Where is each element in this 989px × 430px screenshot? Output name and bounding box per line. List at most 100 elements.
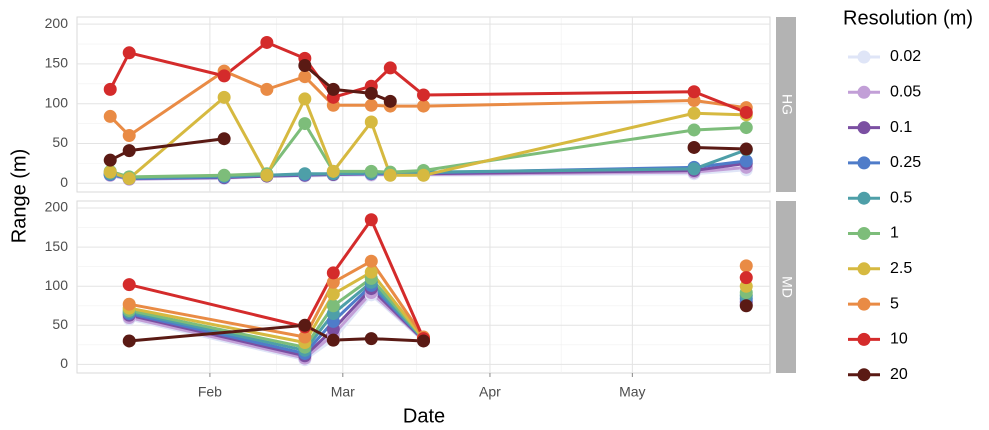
data-point	[217, 168, 231, 182]
legend-key-point	[857, 156, 871, 170]
legend-label: 0.02	[890, 48, 921, 65]
legend-key-point	[857, 262, 871, 276]
legend-key-point	[857, 297, 871, 311]
data-point	[383, 94, 397, 108]
data-point	[217, 132, 231, 146]
y-axis-label: Range (m)	[8, 149, 30, 243]
data-point	[122, 297, 136, 311]
data-point	[383, 61, 397, 75]
facet-strip	[776, 17, 796, 192]
y-tick-label: 150	[45, 55, 69, 71]
data-point	[298, 70, 312, 84]
data-point	[739, 121, 753, 135]
data-point	[417, 99, 430, 113]
legend-key-point	[857, 121, 871, 135]
data-point	[739, 105, 753, 119]
x-tick-label: May	[619, 384, 645, 400]
y-tick-label: 100	[45, 277, 69, 293]
data-point	[687, 162, 701, 176]
data-point	[122, 278, 136, 292]
legend-label: 20	[890, 366, 908, 383]
data-point	[326, 333, 340, 347]
data-point	[364, 254, 378, 268]
y-tick-label: 0	[60, 355, 68, 371]
data-point	[417, 334, 430, 348]
data-point	[122, 129, 136, 143]
data-point	[687, 85, 701, 99]
data-point	[103, 165, 117, 179]
data-point	[122, 46, 136, 60]
data-point	[326, 164, 340, 178]
data-point	[417, 88, 430, 102]
data-point	[103, 109, 117, 123]
y-tick-label: 100	[45, 94, 69, 110]
legend-label: 0.25	[890, 154, 921, 171]
y-tick-label: 150	[45, 238, 69, 254]
facet-strip	[776, 201, 796, 373]
facet-label: MD	[779, 276, 795, 298]
data-point	[364, 115, 378, 129]
data-point	[326, 266, 340, 280]
data-point	[687, 123, 701, 137]
legend-label: 2.5	[890, 260, 912, 277]
data-point	[364, 164, 378, 178]
data-point	[298, 330, 312, 344]
data-point	[298, 117, 312, 131]
legend-label: 5	[890, 295, 899, 312]
data-point	[217, 69, 231, 83]
data-point	[122, 144, 136, 158]
data-point	[260, 168, 274, 182]
legend-title: Resolution (m)	[843, 7, 973, 29]
legend-key-point	[857, 332, 871, 346]
y-tick-label: 200	[45, 199, 69, 215]
data-point	[326, 287, 340, 301]
data-point	[298, 92, 312, 106]
data-point	[103, 82, 117, 96]
y-tick-label: 0	[60, 174, 68, 190]
x-tick-label: Feb	[198, 384, 222, 400]
y-tick-label: 50	[52, 134, 68, 150]
data-point	[739, 271, 753, 285]
data-point	[739, 299, 753, 313]
data-point	[364, 332, 378, 346]
data-point	[364, 98, 378, 112]
data-point	[739, 142, 753, 156]
legend-label: 0.1	[890, 119, 912, 136]
data-point	[217, 90, 231, 104]
data-point	[260, 82, 274, 96]
legend-key-point	[857, 368, 871, 382]
legend-key-point	[857, 227, 871, 240]
legend-label: 10	[890, 331, 908, 348]
data-point	[122, 171, 136, 185]
data-point	[326, 299, 340, 313]
data-point	[260, 35, 274, 49]
data-point	[298, 59, 312, 73]
data-point	[364, 213, 378, 227]
y-tick-label: 50	[52, 316, 68, 332]
data-point	[103, 153, 117, 167]
legend-key-point	[857, 85, 871, 99]
data-point	[687, 140, 701, 154]
x-tick-label: Apr	[479, 384, 501, 400]
x-tick-label: Mar	[331, 384, 355, 400]
legend-label: 1	[890, 225, 899, 242]
data-point	[298, 167, 312, 181]
data-point	[739, 154, 753, 168]
legend-key-point	[857, 191, 871, 205]
data-point	[122, 334, 136, 348]
y-tick-label: 200	[45, 15, 69, 31]
legend-key-point	[857, 50, 871, 64]
data-point	[739, 259, 753, 273]
legend-label: 0.5	[890, 189, 912, 206]
data-point	[687, 106, 701, 120]
data-point	[364, 86, 378, 100]
legend-label: 0.05	[890, 84, 921, 101]
data-point	[298, 318, 312, 332]
facet-label: HG	[779, 94, 795, 115]
data-point	[326, 275, 340, 289]
data-point	[364, 265, 378, 279]
data-point	[326, 82, 340, 96]
data-point	[417, 168, 430, 182]
data-point	[383, 168, 397, 182]
